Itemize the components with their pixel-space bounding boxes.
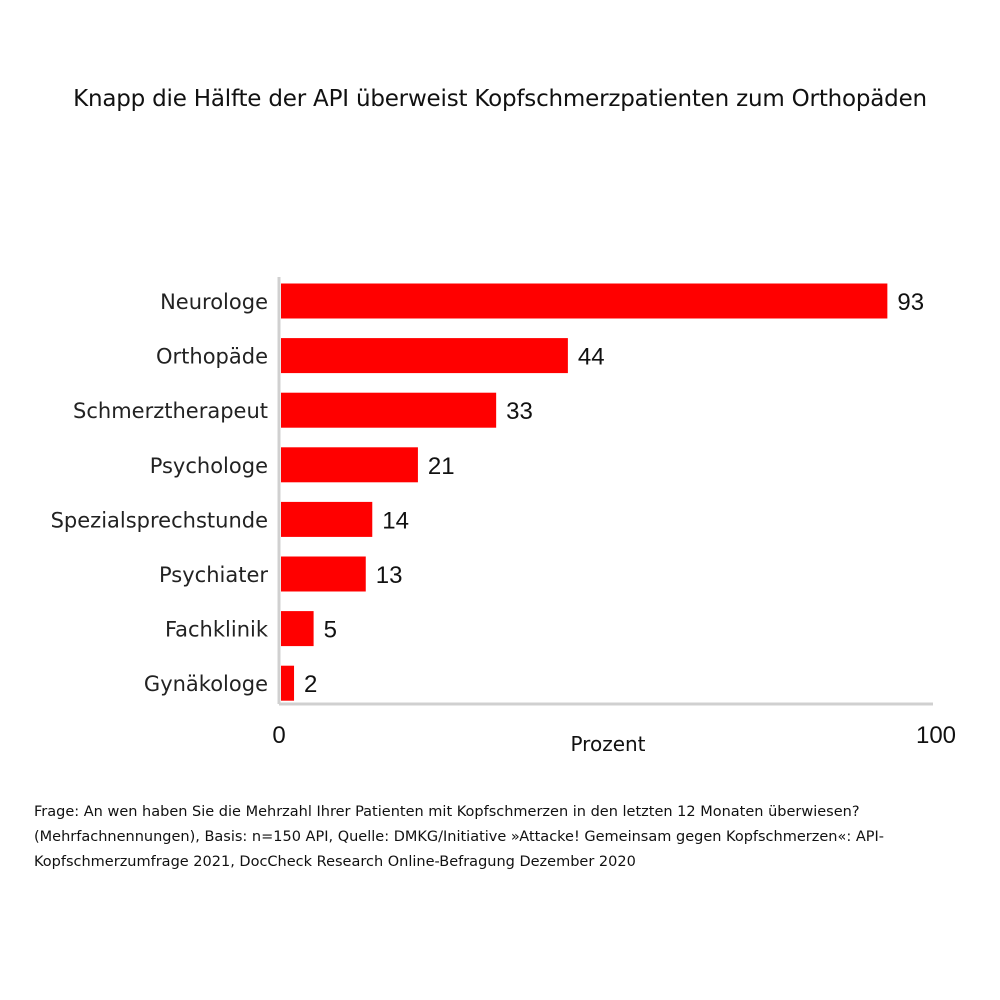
bar [281, 283, 888, 319]
data-label: 33 [506, 398, 533, 425]
bar [281, 338, 568, 374]
data-label: 5 [324, 617, 337, 644]
bar [281, 556, 366, 592]
footnote: Frage: An wen haben Sie die Mehrzahl Ihr… [34, 804, 884, 870]
data-label: 14 [382, 507, 409, 534]
category-label: Schmerztherapeut [73, 399, 268, 423]
category-label: Spezialsprechstunde [51, 508, 268, 532]
x-axis-label: Prozent [570, 732, 645, 756]
bar [281, 611, 314, 647]
x-ticks-group: 0 100 [272, 722, 956, 749]
data-label: 93 [897, 289, 924, 316]
data-label: 21 [428, 453, 455, 480]
data-label: 13 [376, 562, 403, 589]
x-tick-label: 100 [916, 722, 956, 749]
data-label: 44 [578, 344, 605, 371]
x-tick-label: 0 [272, 722, 285, 749]
bar [281, 447, 418, 483]
category-label: Neurologe [160, 290, 268, 314]
bar [281, 665, 295, 701]
category-label: Psychiater [159, 563, 268, 587]
bar [281, 392, 497, 428]
category-label: Orthopäde [156, 345, 268, 369]
bars-group: Neurologe 93 Orthopäde 44 Schmerztherapeut 33… [51, 283, 924, 701]
chart-title: Knapp die Hälfte der API überweist Kopfs… [73, 86, 927, 112]
bar [281, 501, 373, 537]
category-label: Psychologe [150, 454, 268, 478]
category-label: Gynäkologe [144, 672, 268, 696]
data-label: 2 [304, 671, 317, 698]
category-label: Fachklinik [165, 618, 269, 642]
